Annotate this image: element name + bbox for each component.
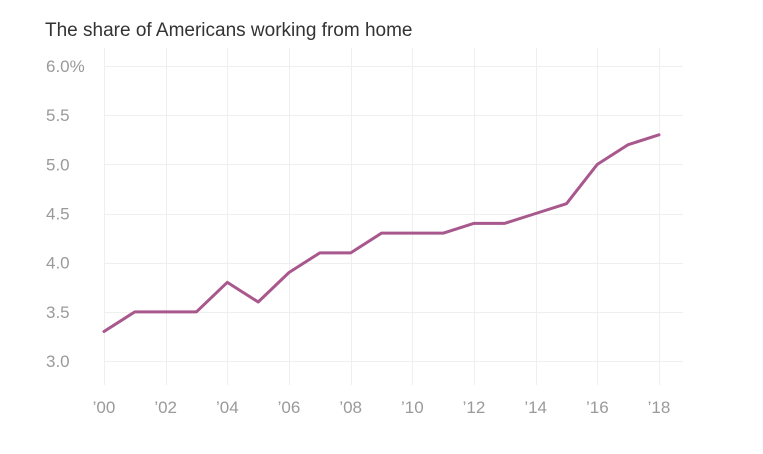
data-point <box>503 222 506 225</box>
y-tick-label: 4.0 <box>46 254 70 273</box>
data-point <box>318 251 321 254</box>
data-point <box>442 232 445 235</box>
x-tick-label: ’00 <box>93 398 116 417</box>
x-tick-label: ’16 <box>586 398 609 417</box>
series-line-0 <box>102 133 661 333</box>
y-axis-ticks: 3.0 3.5 4.0 4.5 5.0 5.5 6.0% <box>46 57 85 371</box>
data-point <box>133 310 136 313</box>
grid-lines <box>104 48 683 385</box>
data-point <box>627 143 630 146</box>
x-tick-label: ’14 <box>524 398 547 417</box>
y-tick-label: 4.5 <box>46 205 70 224</box>
x-tick-label: ’18 <box>648 398 671 417</box>
data-point <box>534 212 537 215</box>
y-tick-label: 3.0 <box>46 352 70 371</box>
y-tick-label: 3.5 <box>46 303 70 322</box>
data-point <box>380 232 383 235</box>
data-point <box>349 251 352 254</box>
data-point <box>411 232 414 235</box>
x-tick-label: ’12 <box>463 398 486 417</box>
data-point <box>596 163 599 166</box>
data-point <box>164 310 167 313</box>
data-point <box>257 301 260 304</box>
data-point <box>288 271 291 274</box>
data-point <box>565 202 568 205</box>
data-point <box>195 310 198 313</box>
data-point <box>226 281 229 284</box>
series-layer <box>102 133 661 333</box>
x-tick-label: ’08 <box>339 398 362 417</box>
y-tick-label: 5.0 <box>46 155 70 174</box>
data-point <box>103 330 106 333</box>
x-tick-label: ’04 <box>216 398 239 417</box>
y-tick-label: 5.5 <box>46 106 70 125</box>
x-tick-label: ’10 <box>401 398 424 417</box>
x-axis-ticks: ’00 ’02 ’04 ’06 ’08 ’10 ’12 ’14 ’16 ’18 <box>93 398 671 417</box>
data-point <box>473 222 476 225</box>
y-tick-label: 6.0% <box>46 57 85 76</box>
x-tick-label: ’02 <box>154 398 177 417</box>
chart-title: The share of Americans working from home <box>45 20 413 41</box>
data-point <box>658 133 661 136</box>
x-tick-label: ’06 <box>278 398 301 417</box>
